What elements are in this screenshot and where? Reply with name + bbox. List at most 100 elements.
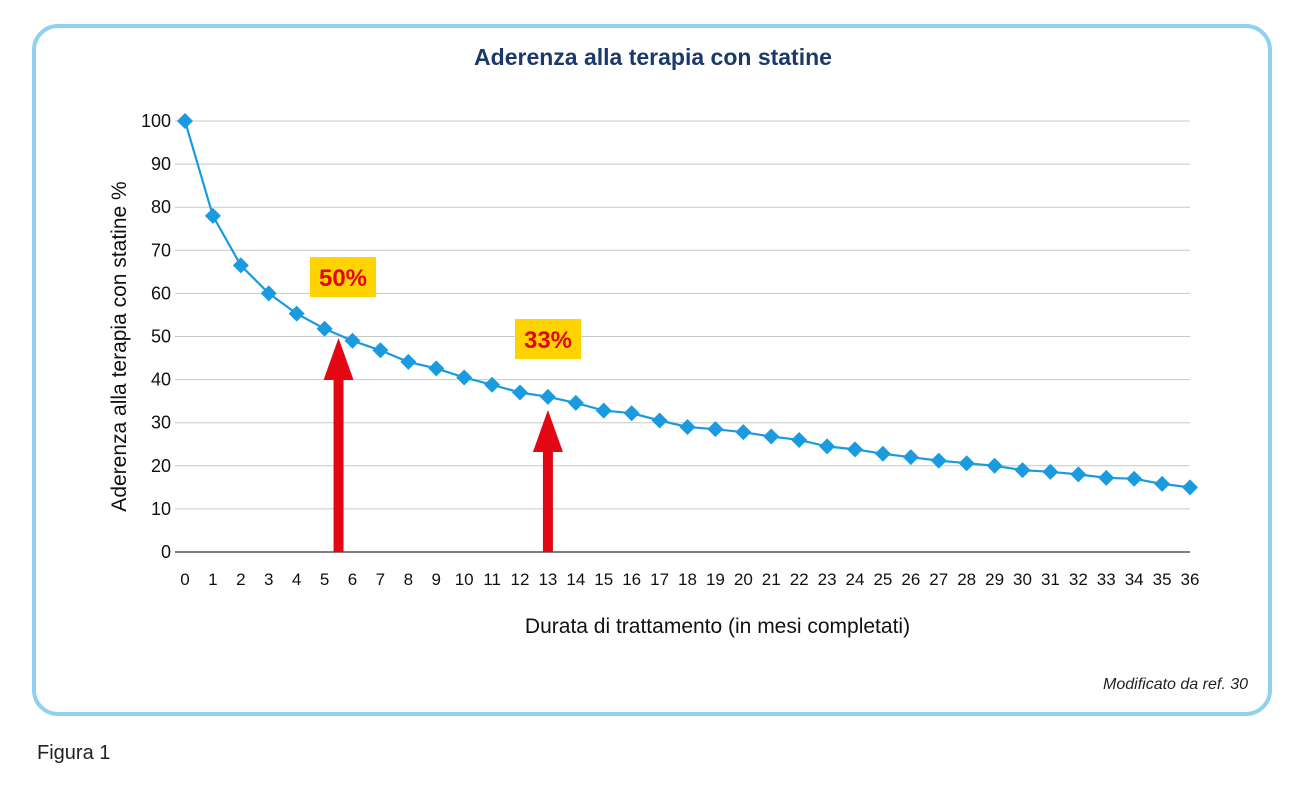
x-tick-label: 22 (790, 570, 809, 589)
data-point (539, 388, 556, 405)
data-point (1154, 475, 1171, 492)
data-point (1182, 479, 1198, 496)
data-point (679, 419, 696, 436)
data-point (1098, 469, 1115, 486)
data-point (456, 369, 473, 386)
data-point (372, 342, 389, 359)
x-tick-label: 18 (678, 570, 697, 589)
x-tick-label: 11 (483, 570, 501, 589)
x-tick-label: 26 (901, 570, 920, 589)
x-tick-label: 29 (985, 570, 1004, 589)
x-tick-label: 17 (650, 570, 669, 589)
data-point (986, 457, 1003, 474)
x-tick-label: 1 (208, 570, 217, 589)
data-point (1126, 470, 1143, 487)
x-tick-label: 16 (622, 570, 641, 589)
x-tick-label: 32 (1069, 570, 1088, 589)
annotation-labels: 50% 33% (310, 257, 581, 359)
y-tick-label: 0 (161, 542, 171, 562)
x-tick-label: 36 (1181, 570, 1200, 589)
y-tick-label: 40 (151, 370, 171, 390)
data-point (400, 353, 417, 370)
data-point (930, 452, 947, 469)
x-tick-label: 31 (1041, 570, 1060, 589)
series-markers (177, 113, 1198, 496)
x-tick-label: 21 (762, 570, 781, 589)
x-tick-label: 12 (511, 570, 530, 589)
figure-caption: Figura 1 (37, 742, 111, 764)
x-tick-label: 23 (818, 570, 837, 589)
data-point (623, 405, 640, 422)
chart-frame (32, 24, 1272, 716)
x-tick-label: 30 (1013, 570, 1032, 589)
data-point (344, 332, 361, 349)
x-tick-label: 33 (1097, 570, 1116, 589)
y-tick-label: 60 (151, 283, 171, 303)
y-tick-labels: 0 10 20 30 40 50 60 70 80 90 100 (141, 111, 171, 562)
x-axis-label: Durata di trattamento (in mesi completat… (525, 615, 910, 638)
data-point (1070, 466, 1087, 483)
x-tick-label: 9 (432, 570, 441, 589)
x-tick-label: 25 (873, 570, 892, 589)
y-tick-label: 10 (151, 499, 171, 519)
x-tick-label: 6 (348, 570, 357, 589)
annotation-label: 50% (310, 257, 376, 297)
data-point (847, 441, 863, 458)
y-tick-label: 90 (151, 154, 171, 174)
data-point (819, 438, 836, 455)
annotation-arrow (323, 338, 354, 552)
annotation-arrows (323, 338, 563, 552)
y-tick-label: 100 (141, 111, 171, 131)
x-tick-label: 4 (292, 570, 301, 589)
svg-text:33%: 33% (524, 327, 572, 354)
y-tick-label: 50 (151, 327, 171, 347)
grid-lines (175, 120, 1190, 510)
x-tick-label: 28 (957, 570, 976, 589)
data-point (1042, 463, 1059, 480)
data-point (791, 431, 808, 448)
x-tick-label: 0 (180, 570, 189, 589)
x-tick-label: 27 (929, 570, 948, 589)
x-tick-label: 24 (846, 570, 865, 589)
x-tick-labels: 0 1 2 3 4 5 6 7 8 9 10 11 12 13 14 15 16 17 18 19 20 21 22 23 24… (180, 570, 1199, 589)
data-point (484, 376, 501, 393)
data-point (874, 445, 891, 462)
annotation-label: 33% (515, 319, 581, 359)
x-tick-label: 15 (594, 570, 613, 589)
x-tick-label: 10 (455, 570, 474, 589)
data-point (1014, 462, 1031, 479)
data-point (595, 402, 612, 419)
data-point (735, 424, 752, 441)
x-tick-label: 14 (566, 570, 585, 589)
data-point (512, 384, 528, 401)
data-point (288, 305, 305, 322)
data-point (763, 428, 780, 445)
data-point (707, 421, 724, 438)
x-tick-label: 34 (1125, 570, 1144, 589)
data-point (428, 360, 445, 377)
y-tick-label: 20 (151, 456, 171, 476)
data-point (958, 455, 975, 472)
source-note: Modificato da ref. 30 (1103, 676, 1248, 693)
x-tick-label: 8 (404, 570, 413, 589)
data-point (232, 257, 249, 274)
annotation-arrow (532, 410, 563, 552)
y-tick-label: 30 (151, 413, 171, 433)
y-tick-label: 80 (151, 197, 171, 217)
x-tick-label: 20 (734, 570, 753, 589)
svg-text:50%: 50% (319, 265, 367, 292)
x-tick-label: 7 (376, 570, 385, 589)
x-tick-label: 35 (1153, 570, 1172, 589)
data-point (651, 412, 668, 429)
chart-title: Aderenza alla terapia con statine (474, 44, 832, 70)
x-tick-label: 3 (264, 570, 273, 589)
data-point (902, 449, 919, 466)
data-point (260, 285, 277, 302)
x-tick-label: 2 (236, 570, 245, 589)
data-point (567, 394, 584, 411)
x-tick-label: 5 (320, 570, 329, 589)
y-axis-label: Aderenza alla terapia con statine % (108, 181, 131, 511)
data-point (177, 113, 193, 129)
x-tick-label: 13 (538, 570, 557, 589)
